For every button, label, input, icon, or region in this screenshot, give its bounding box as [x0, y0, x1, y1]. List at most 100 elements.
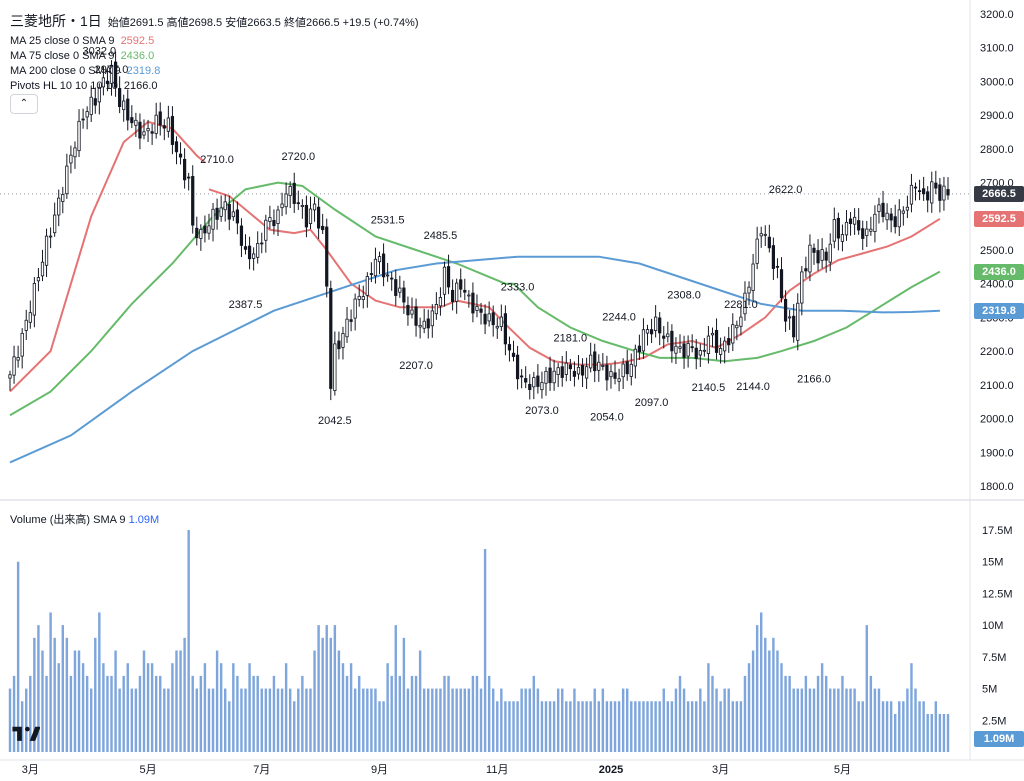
volume-bar [613, 701, 617, 752]
volume-bar [934, 701, 938, 752]
volume-bar [301, 675, 304, 752]
volume-bar [491, 688, 495, 752]
volume-bar [784, 675, 787, 752]
candle-body [714, 329, 719, 353]
candle-body [759, 233, 763, 237]
candle-body [812, 247, 816, 253]
volume-bar [252, 675, 255, 752]
candle-body [739, 316, 743, 327]
volume-bar [496, 701, 499, 752]
ma-line-ma200 [9, 255, 940, 464]
volume-bar [678, 675, 682, 752]
candle-body [869, 228, 873, 232]
indicator-ma75[interactable]: MA 75 close 0 SMA 9 2436.0 [10, 49, 419, 64]
volume-bar [841, 675, 844, 752]
volume-bar [313, 650, 316, 752]
volume-bar [544, 701, 548, 752]
candle-body [840, 234, 845, 242]
volume-bar [902, 701, 905, 752]
candle-body [134, 119, 138, 126]
indicator-label: MA 75 close 0 SMA 9 [10, 50, 115, 62]
candle-body [341, 333, 345, 348]
volume-legend[interactable]: Volume (出来高) SMA 9 1.09M [10, 511, 159, 527]
volume-bar [142, 650, 146, 752]
candle-body [304, 204, 309, 228]
candle-body [369, 273, 374, 275]
low-label: 安値 [225, 17, 248, 29]
candle-body [788, 316, 792, 319]
tradingview-logo[interactable] [10, 722, 40, 744]
candle-body [747, 286, 751, 294]
volume-bar [357, 675, 361, 752]
candle-body [897, 209, 901, 228]
candle-body [499, 316, 503, 327]
candle-body [36, 277, 41, 282]
volume-bar [589, 701, 592, 752]
candle-body [113, 61, 118, 88]
candle-body [97, 87, 101, 103]
candle-body [475, 306, 479, 311]
volume-bar [516, 701, 519, 752]
candle-body [57, 197, 61, 216]
volume-bar [865, 625, 869, 752]
indicator-value: 2319.8 [126, 65, 161, 77]
candle-body [848, 218, 853, 225]
legend-panel: 三菱地所・1日 始値2691.5 高値2698.5 安値2663.5 終値266… [10, 12, 419, 94]
candle-body [820, 249, 824, 261]
candle-body [844, 221, 849, 236]
candle-body [345, 318, 349, 338]
candle-body [373, 258, 378, 277]
candle-body [893, 216, 897, 228]
candle-body [666, 333, 670, 338]
candle-body [593, 351, 597, 372]
candle-body [930, 181, 934, 204]
candle-body [418, 325, 422, 328]
candle-body [572, 370, 577, 377]
symbol-title[interactable]: 三菱地所・1日 [10, 13, 102, 29]
time-tick-label: 3月 [22, 764, 39, 776]
candle-body [633, 348, 637, 367]
candle-body [706, 335, 711, 354]
candle-body [260, 242, 264, 245]
volume-bar [398, 675, 402, 752]
candle-body [406, 304, 410, 316]
volume-bar [98, 612, 101, 752]
candle-body [203, 225, 207, 234]
candle-body [438, 297, 443, 307]
volume-bar [337, 650, 341, 752]
candle-body [511, 352, 516, 357]
collapse-legend-button[interactable]: ⌃ [10, 94, 38, 114]
candle-body [532, 377, 536, 388]
candle-body [381, 253, 386, 278]
volume-bar [309, 688, 312, 752]
close-label: 終値 [283, 17, 306, 29]
volume-bar [573, 688, 576, 752]
volume-bar [820, 663, 824, 752]
indicator-ma200[interactable]: MA 200 close 0 SMA 9 2319.8 [10, 64, 419, 79]
volume-bar [556, 688, 560, 752]
indicator-pivots[interactable]: Pivots HL 10 10 10 10 2166.0 [10, 79, 419, 94]
volume-bar [735, 701, 739, 752]
time-tick-label: 11月 [486, 764, 508, 776]
volume-bar [561, 688, 564, 752]
ma25-price-tag: 2592.5 [974, 211, 1024, 227]
candle-body [227, 204, 231, 220]
volume-bar [617, 701, 621, 752]
candle-body [852, 216, 857, 225]
candle-body [601, 365, 605, 367]
volume-bar [321, 637, 324, 752]
volume-bar [219, 663, 223, 752]
candle-body [174, 141, 179, 153]
indicator-ma25[interactable]: MA 25 close 0 SMA 9 2592.5 [10, 34, 419, 49]
volume-bar [581, 701, 584, 752]
volume-bar [110, 675, 113, 752]
volume-bar [630, 701, 633, 752]
volume-bar [463, 688, 467, 752]
pivot-label: 2977.0 [95, 64, 129, 76]
volume-tick-label: 7.5M [982, 652, 1006, 664]
volume-bar [731, 701, 735, 752]
indicator-label: Pivots HL 10 10 10 10 [10, 80, 118, 92]
volume-bar [455, 688, 458, 752]
volume-bar [869, 675, 873, 752]
